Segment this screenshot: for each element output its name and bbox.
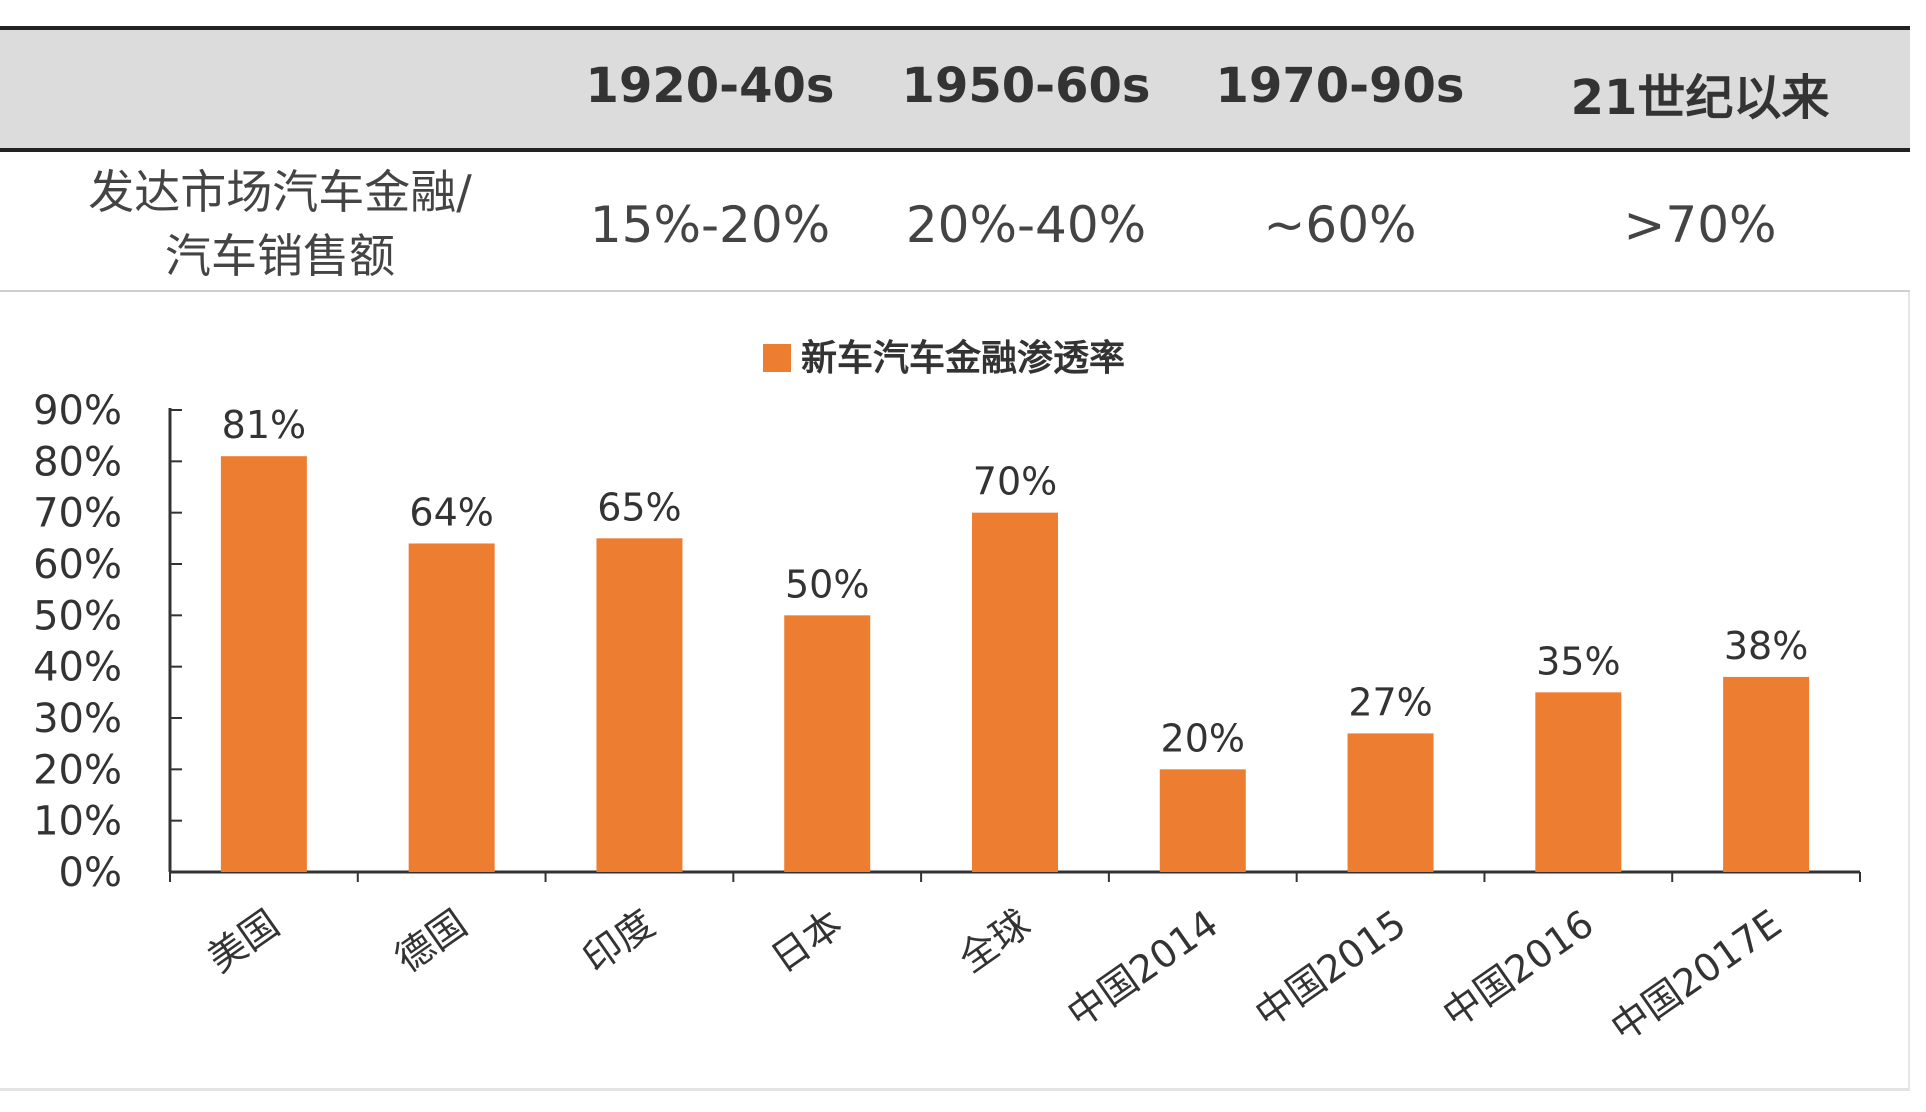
x-tick-label-3: 印度 [575, 901, 663, 981]
bar-4 [784, 615, 871, 872]
y-tick-label: 70% [33, 491, 122, 537]
table-header-rule [0, 148, 1910, 152]
x-tick-label-8: 中国2016 [1435, 901, 1602, 1036]
row-label-line-2: 汽车销售额 [165, 229, 395, 283]
bar-5 [972, 512, 1058, 872]
table-header-band [0, 30, 1910, 148]
y-tick-label: 50% [33, 593, 122, 639]
period-value-3: ~60% [1263, 196, 1417, 254]
period-value-2: 20%-40% [905, 196, 1147, 254]
x-tick-label-1: 美国 [200, 901, 288, 981]
table-top-rule [0, 26, 1910, 30]
row-label-line-1: 发达市场汽车金融/ [88, 165, 472, 219]
period-value-1: 15%-20% [589, 196, 831, 254]
data-label-3: 65% [597, 485, 681, 529]
y-tick-label: 20% [33, 747, 122, 793]
x-tick-label-6: 中国2014 [1059, 901, 1226, 1036]
data-label-6: 20% [1161, 716, 1245, 760]
legend-swatch [763, 344, 791, 372]
y-tick-label: 30% [33, 696, 122, 742]
y-tick-label: 40% [33, 645, 122, 691]
y-tick-label: 60% [33, 542, 122, 588]
period-header-2: 1950-60s [901, 58, 1151, 114]
data-label-5: 70% [973, 460, 1057, 504]
bar-2 [408, 543, 495, 872]
bar-8 [1535, 692, 1622, 872]
x-tick-label-7: 中国2015 [1247, 901, 1414, 1036]
period-header-1: 1920-40s [585, 58, 835, 114]
table-bottom-rule [0, 290, 1910, 292]
bar-chart: 新车汽车金融渗透率 0% 10% 20% 30% 40% 50% 60% 70% 80% 90% 81… [33, 337, 1861, 1050]
y-tick-label: 90% [33, 388, 122, 434]
bar-9 [1723, 676, 1810, 872]
chart-panel: 新车汽车金融渗透率 0% 10% 20% 30% 40% 50% 60% 70% 80% 90% 81… [0, 292, 1910, 1091]
bar-7 [1347, 733, 1434, 872]
row-label: 发达市场汽车金融/ 汽车销售额 [20, 160, 540, 288]
y-tick-label: 80% [33, 439, 122, 485]
bar-6 [1159, 769, 1246, 872]
bar-3 [596, 538, 683, 872]
data-label-9: 38% [1724, 624, 1808, 668]
y-tick-label: 10% [33, 799, 122, 845]
data-label-4: 50% [785, 562, 869, 606]
legend-label: 新车汽车金融渗透率 [801, 337, 1125, 379]
period-header-3: 1970-90s [1215, 58, 1465, 114]
period-value-4: >70% [1623, 196, 1777, 254]
data-label-1: 81% [222, 403, 306, 447]
x-tick-label-5: 全球 [951, 901, 1039, 981]
period-header-4: 21世纪以来 [1570, 70, 1830, 126]
x-tick-label-2: 德国 [387, 901, 475, 981]
bar-1 [220, 456, 307, 872]
x-tick-label-4: 日本 [763, 901, 851, 981]
data-label-8: 35% [1536, 639, 1620, 683]
y-tick-label: 0% [59, 850, 122, 896]
data-label-7: 27% [1348, 680, 1432, 724]
data-label-2: 64% [409, 490, 493, 534]
x-tick-label-9: 中国2017E [1603, 901, 1789, 1050]
